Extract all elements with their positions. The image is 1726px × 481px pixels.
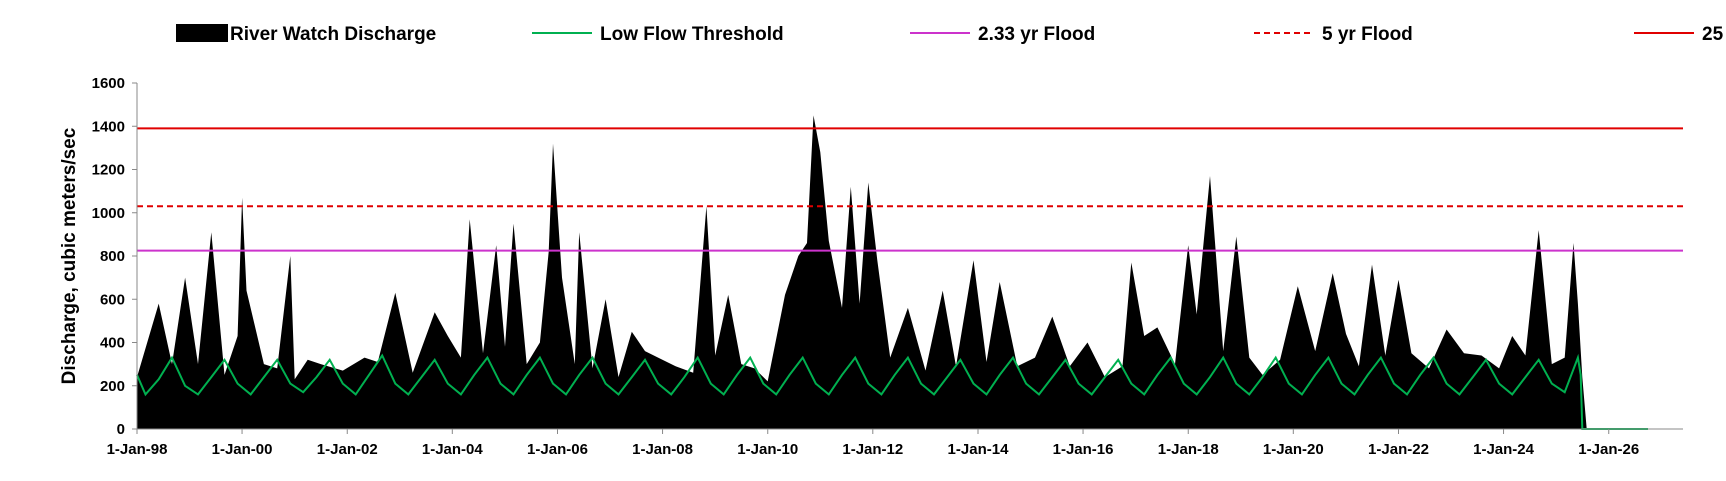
y-tick-label: 1600	[92, 75, 125, 92]
x-tick-label: 1-Jan-16	[1053, 441, 1114, 458]
x-tick-label: 1-Jan-26	[1578, 441, 1639, 458]
x-tick-label: 1-Jan-24	[1473, 441, 1535, 458]
y-tick-label: 1000	[92, 205, 125, 222]
x-tick-label: 1-Jan-02	[317, 441, 378, 458]
x-tick-label: 1-Jan-06	[527, 441, 588, 458]
x-tick-label: 1-Jan-20	[1263, 441, 1324, 458]
series-river-watch-discharge	[137, 115, 1587, 430]
legend-label-2-33-yr-flood: 2.33 yr Flood	[978, 24, 1095, 45]
plot-area	[136, 115, 1683, 430]
x-tick-label: 1-Jan-12	[842, 441, 903, 458]
y-tick-label: 1200	[92, 162, 125, 179]
x-tick-label: 1-Jan-22	[1368, 441, 1429, 458]
y-tick-label: 600	[100, 291, 125, 308]
x-tick-label: 1-Jan-14	[948, 441, 1010, 458]
x-tick-label: 1-Jan-04	[422, 441, 484, 458]
legend-label-25-yr-flood: 25 yr Flood	[1702, 24, 1726, 45]
y-tick-label: 0	[117, 421, 125, 438]
x-tick-label: 1-Jan-00	[212, 441, 273, 458]
legend: River Watch Discharge Low Flow Threshold 2…	[176, 24, 1726, 45]
axes: 0 200 400 600 800 1000 1200 1400 1600 1-Jan-98 1-J…	[92, 75, 1683, 458]
y-axis-title: Discharge, cubic meters/sec	[59, 127, 80, 384]
x-tick-label: 1-Jan-18	[1158, 441, 1219, 458]
y-tick-label: 800	[100, 248, 125, 265]
x-tick-label: 1-Jan-98	[107, 441, 168, 458]
y-tick-label: 400	[100, 335, 125, 352]
y-tick-label: 1400	[92, 118, 125, 135]
legend-label-5-yr-flood: 5 yr Flood	[1322, 24, 1413, 45]
series-low-flow-threshold	[136, 353, 1648, 430]
legend-swatch-river-watch-discharge	[176, 24, 228, 42]
y-tick-label: 200	[100, 378, 125, 395]
x-tick-label: 1-Jan-10	[737, 441, 798, 458]
x-tick-label: 1-Jan-08	[632, 441, 693, 458]
legend-label-low-flow-threshold: Low Flow Threshold	[600, 24, 784, 45]
legend-label-river-watch-discharge: River Watch Discharge	[230, 24, 436, 45]
flood-threshold-lines	[137, 127, 1683, 252]
